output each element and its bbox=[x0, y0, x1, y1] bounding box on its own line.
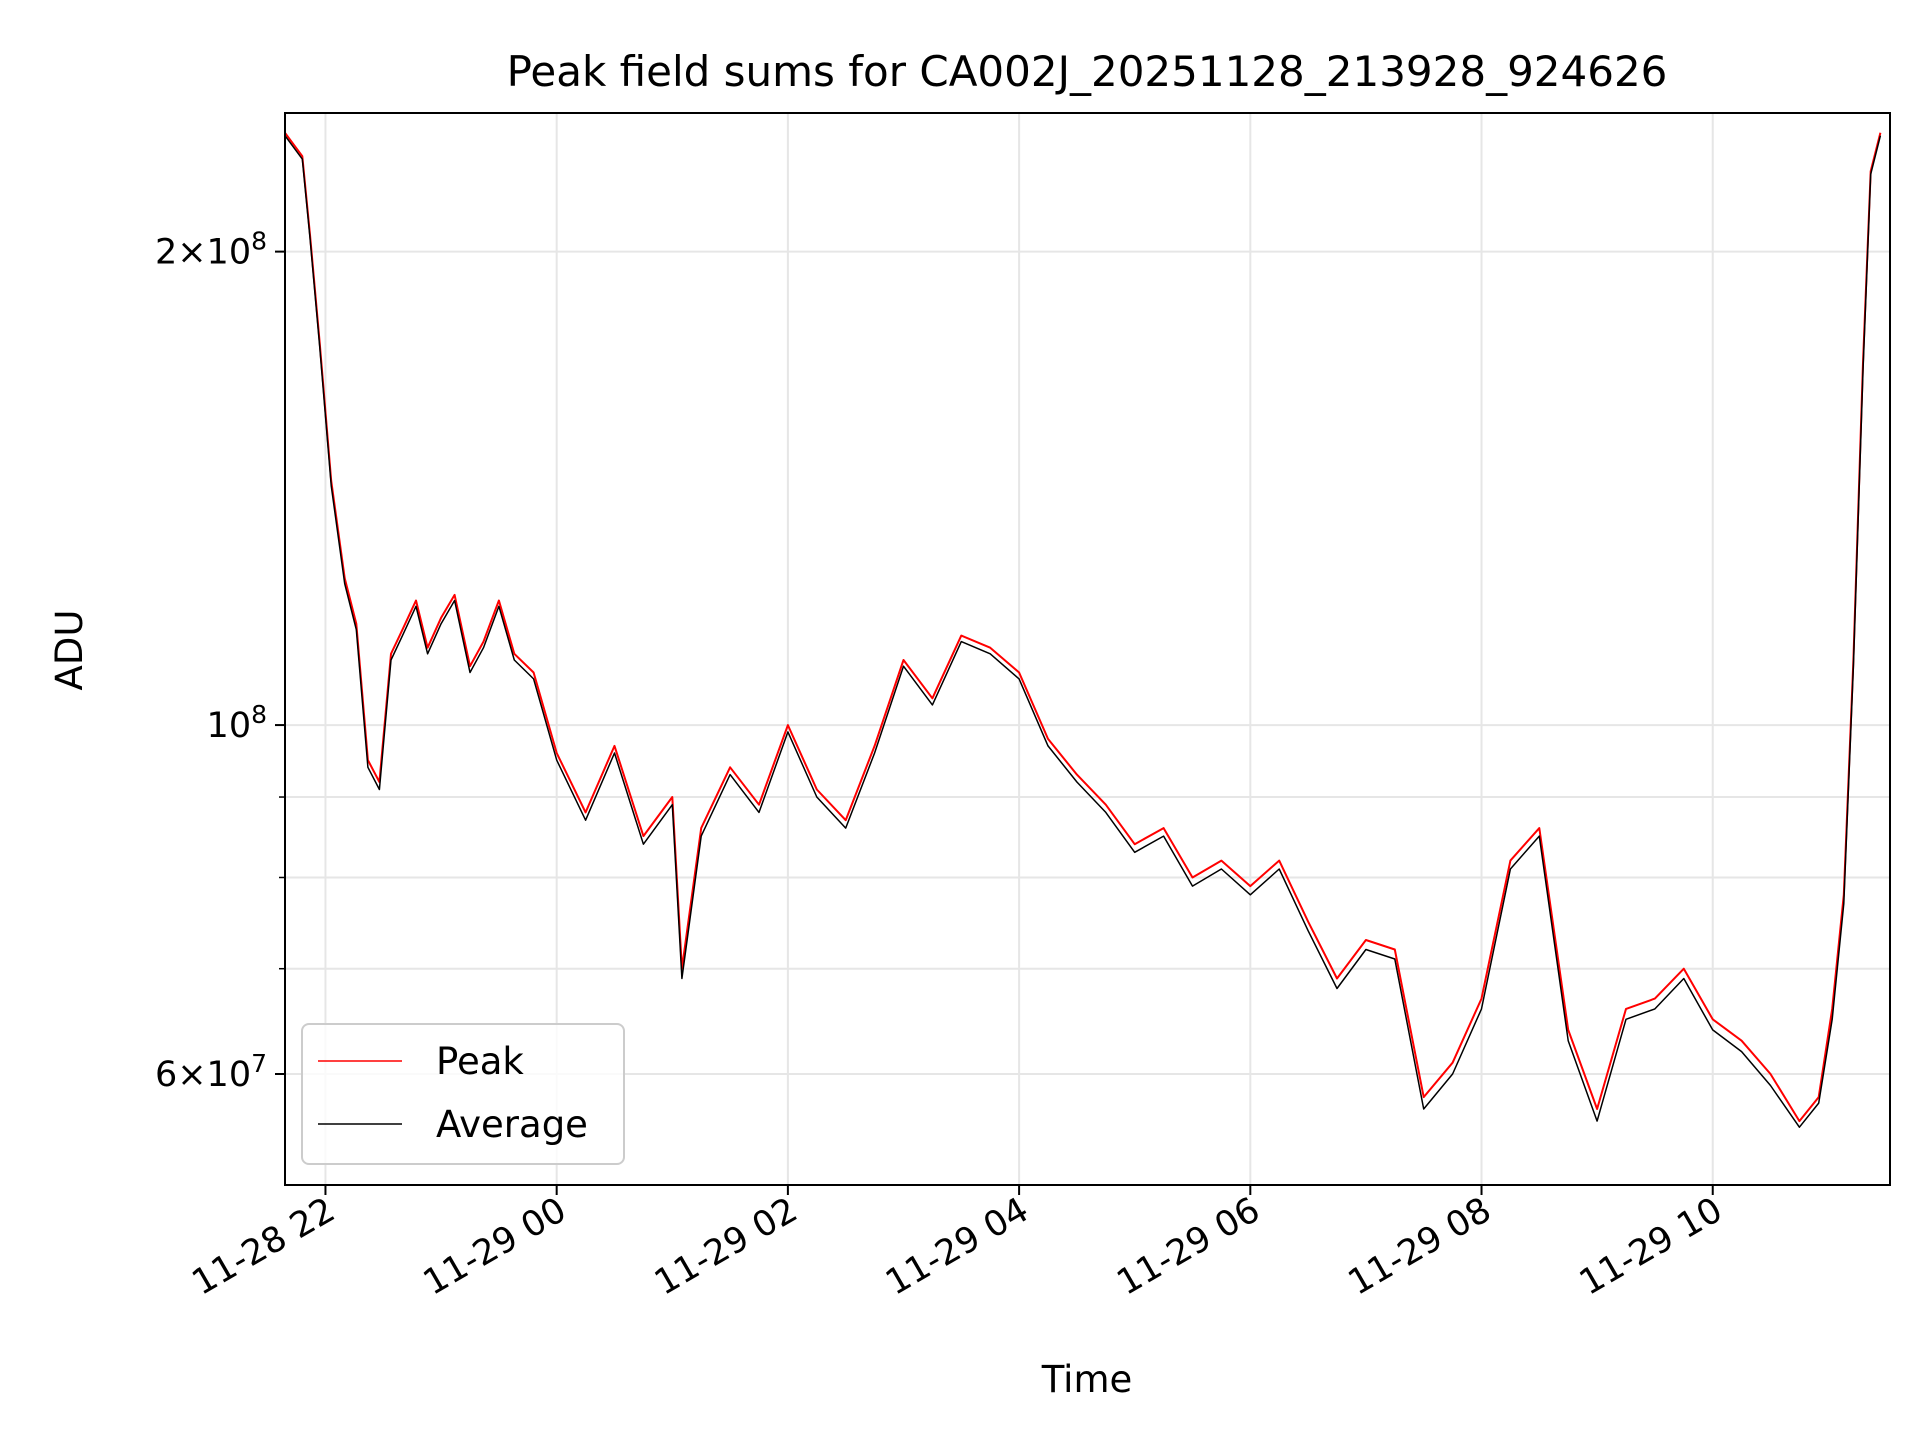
axes-frame bbox=[284, 112, 1891, 1186]
legend-label-peak: Peak bbox=[436, 1040, 524, 1083]
legend-label-average: Average bbox=[436, 1103, 588, 1146]
legend: Peak Average bbox=[301, 1023, 625, 1165]
series-lines bbox=[284, 132, 1882, 1128]
y-tick-label: 2×108 bbox=[155, 227, 267, 273]
series-line-average bbox=[284, 135, 1882, 1128]
y-tick-label: 108 bbox=[207, 700, 267, 746]
chart-title: Peak field sums for CA002J_20251128_2139… bbox=[507, 47, 1668, 96]
series-line-peak bbox=[284, 132, 1882, 1123]
y-axis-label: ADU bbox=[48, 610, 91, 691]
grid bbox=[285, 113, 1890, 1185]
legend-box bbox=[301, 1023, 625, 1165]
y-tick-label: 6×107 bbox=[155, 1049, 267, 1095]
x-axis-label: Time bbox=[1041, 1358, 1133, 1401]
